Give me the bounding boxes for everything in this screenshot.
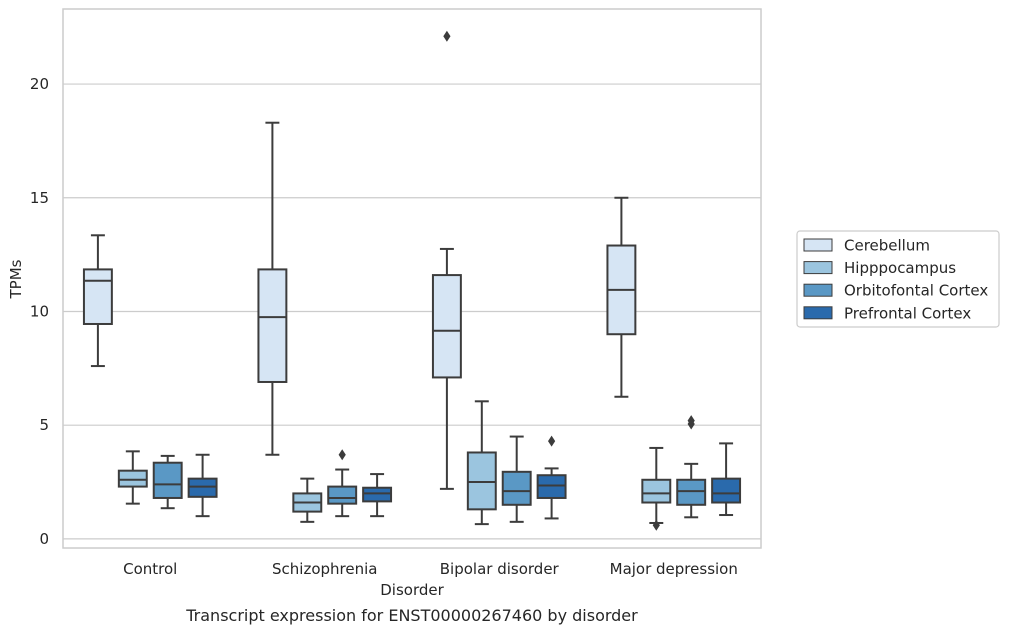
x-tick-label: Major depression	[610, 560, 738, 578]
y-tick-label: 0	[39, 530, 49, 548]
box-cerebellum	[257, 121, 288, 456]
box-body	[641, 478, 672, 504]
legend-swatch	[803, 283, 833, 297]
box-hipppocampus	[292, 477, 323, 523]
box-hipppocampus	[117, 450, 148, 505]
box-body	[187, 477, 218, 498]
figure-caption: Transcript expression for ENST0000026746…	[186, 606, 638, 625]
box-cerebellum	[606, 196, 637, 398]
box-body	[362, 486, 393, 503]
grid-lines	[63, 83, 761, 540]
legend-label: Orbitofontal Cortex	[844, 282, 988, 300]
legend-swatch	[803, 238, 833, 252]
box-prefrontal-cortex	[711, 442, 742, 517]
x-tick-label: Schizophrenia	[272, 560, 377, 578]
box-orbitofontal-cortex	[676, 415, 707, 519]
box-body	[676, 478, 707, 506]
y-tick-label: 5	[39, 416, 49, 434]
plot-frame	[62, 8, 762, 549]
box-body	[327, 485, 358, 505]
box-body	[501, 470, 532, 506]
y-axis-label: TPMs	[7, 259, 25, 299]
box-body	[466, 451, 497, 511]
legend: Cerebellum Hipppocampus Orbitofontal Corte…	[796, 230, 1000, 328]
legend-frame	[796, 230, 1000, 328]
box-groups	[82, 30, 742, 531]
box-body	[117, 469, 148, 488]
box-body	[536, 474, 567, 499]
box-body	[152, 461, 183, 499]
outlier-point	[548, 435, 556, 447]
y-tick-label: 20	[30, 75, 49, 93]
box-body	[82, 268, 113, 325]
box-hipppocampus	[641, 446, 672, 531]
box-body	[431, 274, 462, 379]
y-tick-label: 15	[30, 189, 49, 207]
box-cerebellum	[82, 234, 113, 368]
box-cerebellum	[431, 30, 462, 490]
x-tick-label: Control	[123, 560, 177, 578]
box-orbitofontal-cortex	[152, 454, 183, 510]
box-orbitofontal-cortex	[327, 449, 358, 518]
legend-label: Hipppocampus	[844, 259, 956, 277]
plot-background	[63, 9, 761, 548]
box-prefrontal-cortex	[362, 473, 393, 518]
legend-label: Cerebellum	[844, 237, 930, 255]
box-body	[257, 268, 288, 383]
y-tick-label: 10	[30, 302, 49, 320]
outlier-point	[338, 449, 346, 461]
outlier-point	[687, 415, 695, 427]
x-axis-label: Disorder	[380, 581, 444, 599]
legend-swatch	[803, 261, 833, 275]
box-hipppocampus	[466, 400, 497, 526]
box-prefrontal-cortex	[536, 435, 567, 520]
box-orbitofontal-cortex	[501, 435, 532, 523]
outlier-point	[443, 30, 451, 42]
y-tick-labels: 0 5 10 15 20	[30, 75, 49, 548]
box-body	[711, 477, 742, 504]
legend-swatch	[803, 306, 833, 320]
x-tick-label: Bipolar disorder	[440, 560, 560, 578]
x-tick-labels: Control Schizophrenia Bipolar disorder Majo…	[123, 560, 738, 578]
box-prefrontal-cortex	[187, 453, 218, 518]
outlier-point	[652, 519, 660, 531]
legend-label: Prefrontal Cortex	[844, 304, 971, 322]
